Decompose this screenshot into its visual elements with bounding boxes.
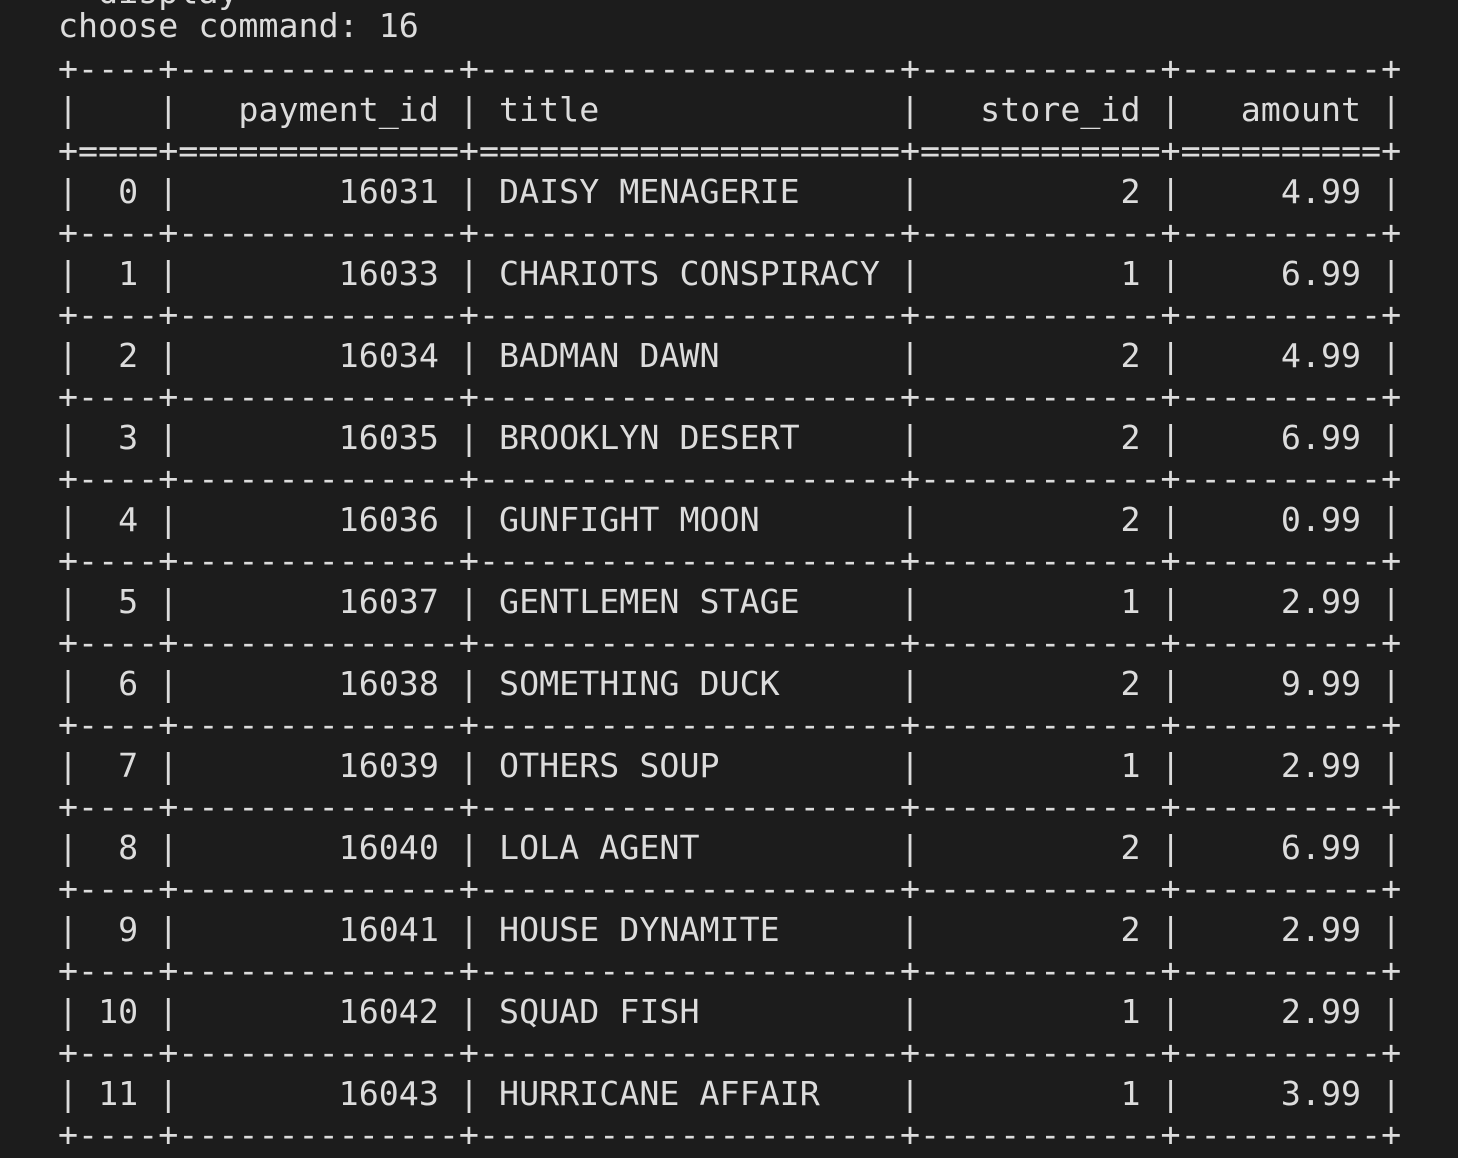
table-cell: 16040: [178, 828, 459, 867]
table-row: | 6 | 16038 | SOMETHING DUCK | 2 | 9.99 …: [58, 664, 1402, 703]
table-cell: 16031: [178, 172, 459, 211]
table-cell: SOMETHING DUCK: [478, 664, 900, 703]
table-cell: 16041: [178, 910, 459, 949]
table-row-separator: +----+--------------+-------------------…: [58, 1115, 1402, 1154]
table-cell: 16034: [178, 336, 459, 375]
prompt-label: choose command:: [58, 6, 359, 45]
table-row: | 9 | 16041 | HOUSE DYNAMITE | 2 | 2.99 …: [58, 910, 1402, 949]
table-cell: 2: [920, 828, 1161, 867]
table-cell: 6.99: [1180, 828, 1382, 867]
table-cell: 16036: [178, 500, 459, 539]
table-row: | 0 | 16031 | DAISY MENAGERIE | 2 | 4.99…: [58, 172, 1402, 211]
table-row-separator: +----+--------------+-------------------…: [58, 541, 1402, 580]
table-cell: 1: [920, 582, 1161, 621]
table-cell: GUNFIGHT MOON: [478, 500, 900, 539]
table-cell: 1: [920, 992, 1161, 1031]
table-cell: 16039: [178, 746, 459, 785]
table-cell: 9: [78, 910, 159, 949]
table-cell: 6.99: [1180, 418, 1382, 457]
table-cell: 2: [920, 418, 1161, 457]
table-cell: 1: [78, 254, 159, 293]
table-row: | 8 | 16040 | LOLA AGENT | 2 | 6.99 |: [58, 828, 1402, 867]
table-row: | 10 | 16042 | SQUAD FISH | 1 | 2.99 |: [58, 992, 1402, 1031]
table-cell: payment_id: [178, 90, 459, 129]
table-cell: GENTLEMEN STAGE: [478, 582, 900, 621]
table-row-separator: +----+--------------+-------------------…: [58, 295, 1402, 334]
table-cell: 16037: [178, 582, 459, 621]
table-cell: 4.99: [1180, 336, 1382, 375]
table-row: | 4 | 16036 | GUNFIGHT MOON | 2 | 0.99 |: [58, 500, 1402, 539]
table-cell: BADMAN DAWN: [478, 336, 900, 375]
table-row-separator: +----+--------------+-------------------…: [58, 377, 1402, 416]
table-cell: 7: [78, 746, 159, 785]
previous-output-line: display: [58, 0, 238, 14]
table-row: | 11 | 16043 | HURRICANE AFFAIR | 1 | 3.…: [58, 1074, 1402, 1113]
command-prompt: choose command: 16: [58, 4, 419, 48]
table-row-separator: +----+--------------+-------------------…: [58, 705, 1402, 744]
table-row-separator: +----+--------------+-------------------…: [58, 213, 1402, 252]
table-row-separator: +----+--------------+-------------------…: [58, 951, 1402, 990]
table-cell: 2: [920, 172, 1161, 211]
table-cell: 10: [78, 992, 159, 1031]
table-cell: 4: [78, 500, 159, 539]
table-cell: amount: [1180, 90, 1382, 129]
table-cell: 1: [920, 746, 1161, 785]
table-cell: CHARIOTS CONSPIRACY: [478, 254, 900, 293]
table-cell: 9.99: [1180, 664, 1382, 703]
table-cell: DAISY MENAGERIE: [478, 172, 900, 211]
table-cell: HURRICANE AFFAIR: [478, 1074, 900, 1113]
table-cell: SQUAD FISH: [478, 992, 900, 1031]
table-cell: 8: [78, 828, 159, 867]
table-cell: 3.99: [1180, 1074, 1382, 1113]
table-cell: 4.99: [1180, 172, 1382, 211]
table-cell: 6: [78, 664, 159, 703]
table-cell: 11: [78, 1074, 159, 1113]
table-row-separator: +----+--------------+-------------------…: [58, 787, 1402, 826]
table-cell: 0.99: [1180, 500, 1382, 539]
table-row-separator: +----+--------------+-------------------…: [58, 869, 1402, 908]
table-cell: 2: [78, 336, 159, 375]
prompt-value: 16: [378, 6, 419, 45]
table-cell: 1: [920, 254, 1161, 293]
table-cell: 2.99: [1180, 582, 1382, 621]
result-table: +----+--------------+-------------------…: [58, 48, 1401, 1155]
table-row: | 1 | 16033 | CHARIOTS CONSPIRACY | 1 | …: [58, 254, 1402, 293]
table-cell: [78, 90, 158, 129]
table-cell: store_id: [920, 90, 1161, 129]
table-header-row: | | payment_id | title | store_id | amou…: [58, 90, 1402, 129]
table-cell: 6.99: [1180, 254, 1382, 293]
table-cell: 2.99: [1180, 746, 1382, 785]
table-row: | 3 | 16035 | BROOKLYN DESERT | 2 | 6.99…: [58, 418, 1402, 457]
table-row-separator: +----+--------------+-------------------…: [58, 623, 1402, 662]
table-cell: title: [478, 90, 900, 129]
table-cell: 0: [78, 172, 159, 211]
table-row-separator: +----+--------------+-------------------…: [58, 1033, 1402, 1072]
table-cell: 16043: [178, 1074, 459, 1113]
table-cell: 2: [920, 664, 1161, 703]
table-header-separator: +====+==============+===================…: [58, 131, 1402, 170]
table-cell: 2: [920, 500, 1161, 539]
table-row-separator: +----+--------------+-------------------…: [58, 459, 1402, 498]
table-cell: 2: [920, 336, 1161, 375]
table-cell: BROOKLYN DESERT: [478, 418, 900, 457]
table-cell: 2.99: [1180, 992, 1382, 1031]
table-cell: LOLA AGENT: [478, 828, 900, 867]
table-cell: 1: [920, 1074, 1161, 1113]
table-cell: 16035: [178, 418, 459, 457]
table-cell: 2: [920, 910, 1161, 949]
table-cell: 16042: [178, 992, 459, 1031]
table-row: | 5 | 16037 | GENTLEMEN STAGE | 1 | 2.99…: [58, 582, 1402, 621]
table-cell: OTHERS SOUP: [478, 746, 900, 785]
table-cell: HOUSE DYNAMITE: [478, 910, 900, 949]
table-cell: 16038: [178, 664, 459, 703]
table-cell: 2.99: [1180, 910, 1382, 949]
table-border-top: +----+--------------+-------------------…: [58, 49, 1402, 88]
table-row: | 2 | 16034 | BADMAN DAWN | 2 | 4.99 |: [58, 336, 1402, 375]
table-cell: 5: [78, 582, 159, 621]
table-cell: 3: [78, 418, 159, 457]
table-cell: 16033: [178, 254, 459, 293]
table-row: | 7 | 16039 | OTHERS SOUP | 1 | 2.99 |: [58, 746, 1402, 785]
